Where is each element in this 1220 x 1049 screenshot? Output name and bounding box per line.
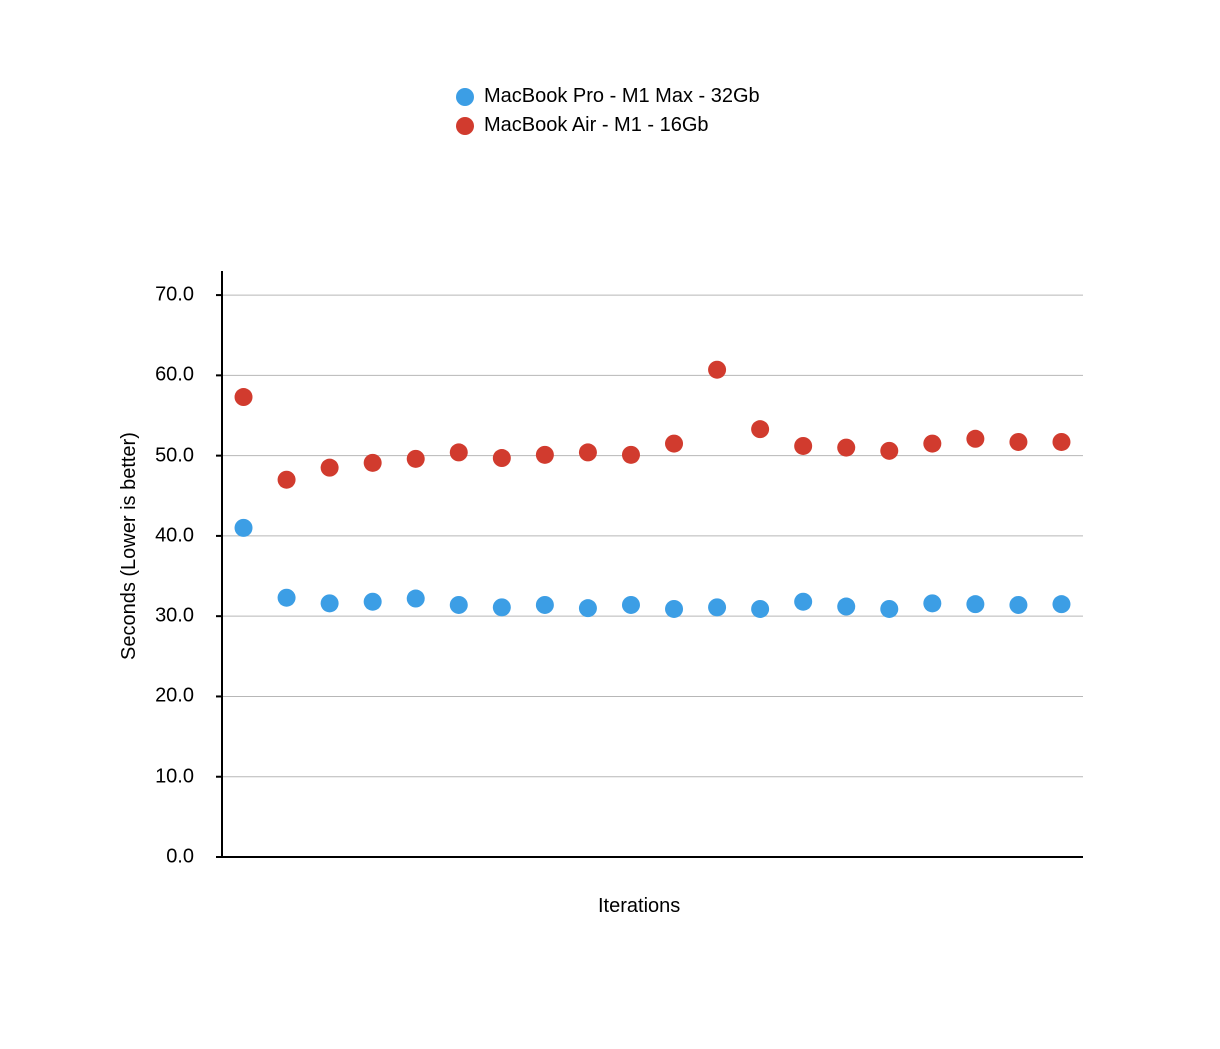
data-point — [751, 420, 769, 438]
data-point — [794, 437, 812, 455]
data-point — [364, 593, 382, 611]
data-point — [450, 596, 468, 614]
data-point — [1009, 433, 1027, 451]
data-point — [579, 443, 597, 461]
data-point — [278, 589, 296, 607]
data-point — [1052, 433, 1070, 451]
data-point — [923, 594, 941, 612]
data-point — [278, 471, 296, 489]
data-point — [493, 449, 511, 467]
data-point — [321, 594, 339, 612]
data-point — [665, 600, 683, 618]
data-point — [536, 446, 554, 464]
data-point — [794, 593, 812, 611]
data-point — [837, 598, 855, 616]
data-point — [235, 519, 253, 537]
data-point — [450, 443, 468, 461]
data-point — [235, 388, 253, 406]
data-point — [622, 596, 640, 614]
data-point — [321, 459, 339, 477]
data-point — [536, 596, 554, 614]
data-point — [579, 599, 597, 617]
data-point — [751, 600, 769, 618]
data-point — [665, 435, 683, 453]
data-point — [923, 435, 941, 453]
data-point — [708, 361, 726, 379]
data-point — [966, 595, 984, 613]
data-point — [1009, 596, 1027, 614]
data-point — [1052, 595, 1070, 613]
data-point — [493, 598, 511, 616]
data-point — [837, 439, 855, 457]
data-point — [966, 430, 984, 448]
data-point — [407, 590, 425, 608]
data-point — [708, 598, 726, 616]
data-point — [407, 450, 425, 468]
data-point — [880, 600, 898, 618]
data-point — [622, 446, 640, 464]
data-point — [364, 454, 382, 472]
data-point — [880, 442, 898, 460]
scatter-chart — [0, 0, 1220, 1049]
